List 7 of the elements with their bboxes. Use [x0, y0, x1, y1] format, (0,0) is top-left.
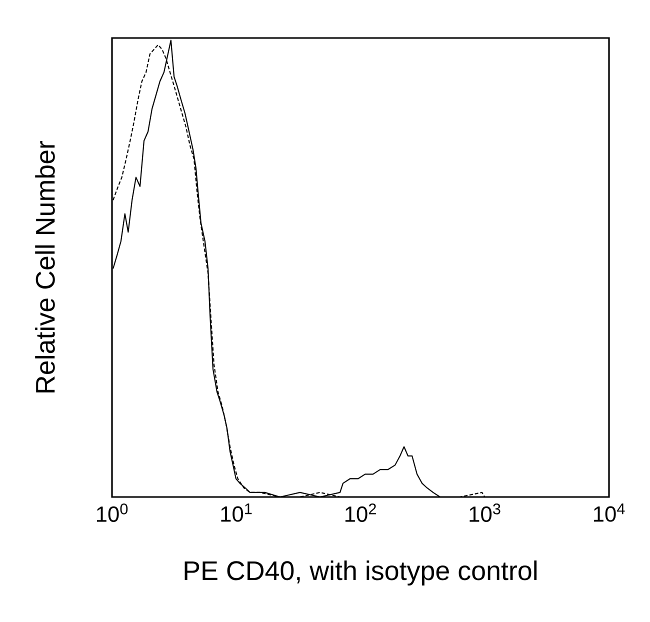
- x-tick-label: 10$^{0}$: [96, 504, 128, 522]
- x-tick-label: 10$^{1}$: [221, 504, 252, 522]
- x-tick-label: 10$^{4}$: [594, 504, 625, 522]
- x-tick-label: 10$^{2}$: [345, 504, 376, 522]
- x-tick-label: 10$^{3}$: [470, 504, 500, 522]
- x-axis-title: PE CD40, with isotype control: [184, 560, 537, 586]
- y-axis-title: Relative Cell Number: [35, 140, 55, 392]
